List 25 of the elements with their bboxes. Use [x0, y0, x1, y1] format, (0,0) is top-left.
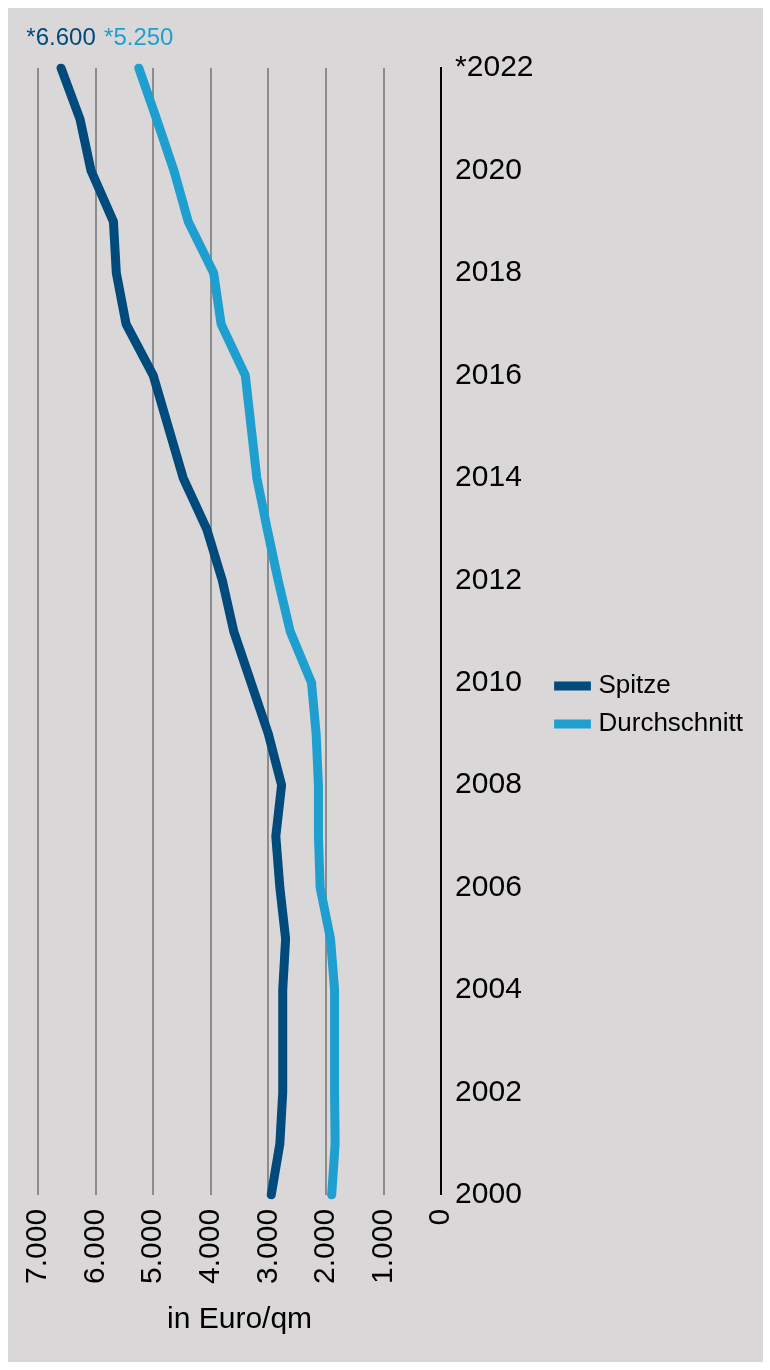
y-tick-label: 2004 — [455, 971, 522, 1005]
y-tick-label: 2010 — [455, 663, 522, 697]
y-tick-label: 2006 — [455, 868, 522, 902]
y-tick-label: 2000 — [455, 1176, 522, 1210]
x-axis-title: in Euro/qm — [167, 1301, 313, 1335]
y-tick-label: 2012 — [455, 561, 522, 595]
x-tick-label: 5.000 — [134, 1208, 168, 1284]
x-tick-label: 2.000 — [307, 1208, 341, 1284]
y-tick-label: 2016 — [455, 356, 522, 390]
legend-label: Spitze — [598, 669, 671, 700]
x-tick-label: 7.000 — [19, 1208, 53, 1284]
y-tick-label: 2008 — [455, 766, 522, 800]
x-tick-label: 6.000 — [76, 1208, 110, 1284]
y-tick-label: 2002 — [455, 1073, 522, 1107]
y-tick-label: 2014 — [455, 459, 522, 493]
y-tick-label: 2020 — [455, 151, 522, 185]
legend-label: Durchschnitt — [598, 707, 744, 738]
x-tick-label: 3.000 — [249, 1208, 283, 1284]
x-tick-label: 1.000 — [364, 1208, 398, 1284]
annotation: *5.250 — [104, 22, 174, 50]
annotation: *6.600 — [26, 22, 96, 50]
y-tick-label: 2018 — [455, 254, 522, 288]
x-tick-label: 4.000 — [192, 1208, 226, 1284]
x-tick-label: 0 — [422, 1208, 456, 1226]
y-tick-label: *2022 — [455, 49, 534, 83]
